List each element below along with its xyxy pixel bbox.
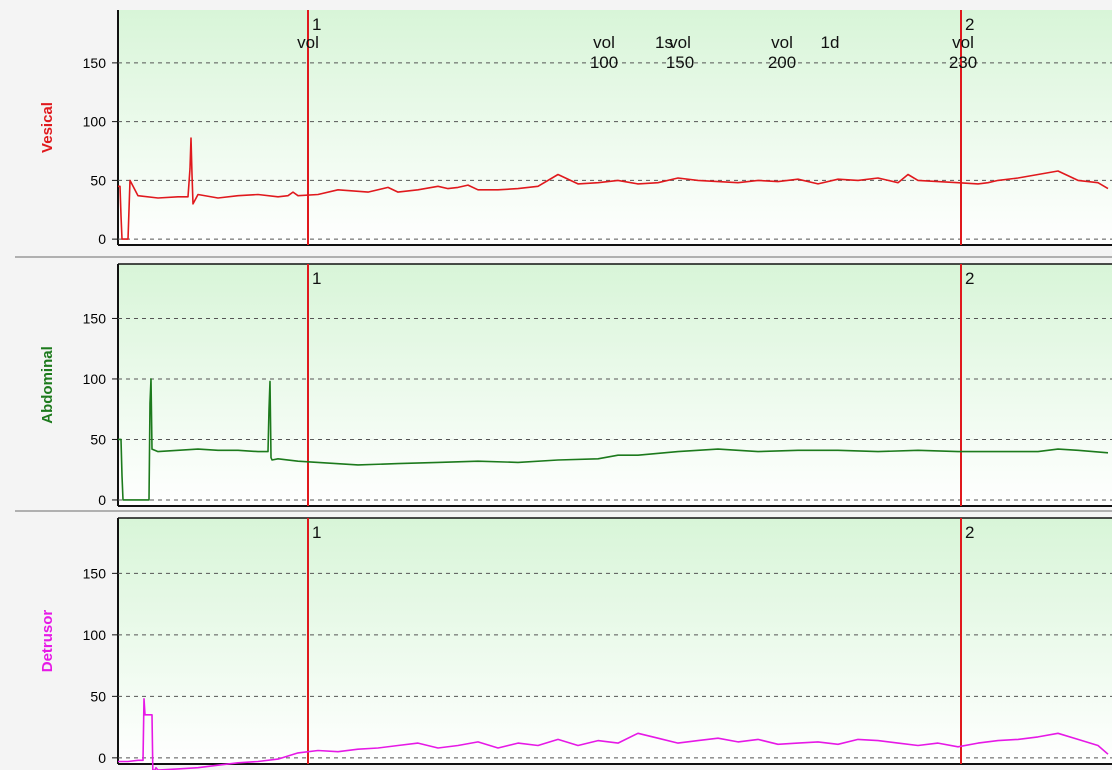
y-tick-label: 150 [83,310,107,326]
y-tick-label: 50 [90,172,106,188]
annotation-bottom: 200 [768,53,796,72]
annotation-top: 1s [655,33,673,52]
event-marker-label: 2 [965,523,974,542]
y-tick-label: 150 [83,565,107,581]
annotation-top: vol [593,33,615,52]
y-tick-label: 0 [98,750,106,766]
annotation-top: vol [952,33,974,52]
y-axis-label: Vesical [39,102,56,153]
event-marker-label: 2 [965,269,974,288]
series-line-detrusor [118,697,1109,770]
event-marker-label: 2 [965,15,974,34]
y-tick-label: 50 [90,431,106,447]
annotation-bottom: 150 [666,53,694,72]
y-axis-label: Abdominal [39,346,56,424]
annotation-bottom: 230 [949,53,977,72]
annotation-bottom: 100 [590,53,618,72]
y-tick-label: 50 [90,688,106,704]
plot-area-2 [118,518,1112,764]
annotation-top: 1d [821,33,840,52]
y-tick-label: 100 [83,627,107,643]
annotation-top: vol [297,33,319,52]
y-axis-label: Detrusor [39,610,56,673]
plot-area-0 [118,10,1112,245]
y-tick-label: 0 [98,492,106,508]
annotation-top: vol [669,33,691,52]
y-tick-label: 100 [83,114,107,130]
y-tick-label: 0 [98,231,106,247]
event-marker-label: 1 [312,15,321,34]
plot-area-1 [118,264,1112,506]
series-line-vesical [118,137,1109,240]
y-tick-label: 100 [83,371,107,387]
event-marker-label: 1 [312,523,321,542]
series-line-abdominal [118,378,1109,501]
annotation-top: vol [771,33,793,52]
y-tick-label: 150 [83,55,107,71]
event-marker-label: 1 [312,269,321,288]
